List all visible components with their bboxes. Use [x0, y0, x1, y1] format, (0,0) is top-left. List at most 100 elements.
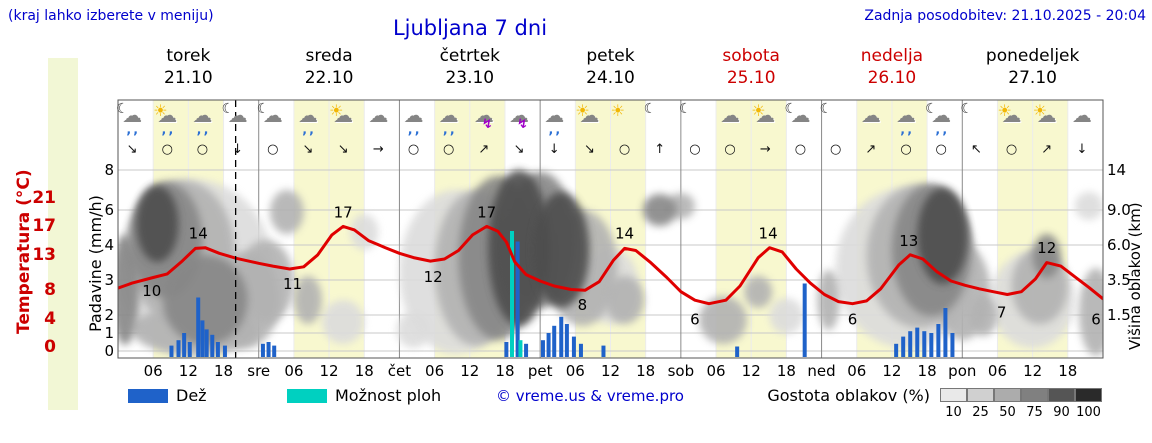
x-tick-sob: sob	[667, 362, 695, 380]
x-tick-18: 18	[1058, 362, 1078, 380]
rain-icon: ☁ ‚‚	[438, 103, 459, 138]
moon-rain-icon: ☾ ☁ ‚‚	[925, 101, 952, 138]
wind-symbol: →	[759, 142, 771, 157]
x-tick-pet: pet	[527, 362, 553, 380]
sun-cloud-icon: ☀ ☁	[329, 101, 354, 127]
x-tick-06: 06	[706, 362, 726, 380]
precip-tick-3: 3	[104, 271, 114, 289]
wind-symbol: ↑	[654, 142, 666, 157]
x-tick-12: 12	[1023, 362, 1043, 380]
svg-text:14: 14	[615, 225, 634, 243]
svg-text:6: 6	[690, 310, 700, 328]
density-tick-50: 50	[999, 405, 1016, 420]
x-tick-06: 06	[425, 362, 445, 380]
cloud-icon: ☁	[1071, 103, 1092, 127]
x-tick-18: 18	[495, 362, 515, 380]
day-date-25.10: 25.10	[726, 68, 776, 88]
x-tick-12: 12	[741, 362, 761, 380]
moon-icon: ☾	[960, 101, 973, 117]
temp-tick-13: 13	[32, 245, 56, 265]
moon-icon: ☾	[819, 101, 833, 117]
page-title: Ljubljana 7 dni	[392, 16, 548, 40]
day-date-21.10: 21.10	[164, 68, 213, 88]
svg-text:6: 6	[1091, 310, 1101, 328]
last-update-label: Zadnja posodobitev: 21.10.2025 - 20:04	[864, 8, 1146, 24]
svg-text:17: 17	[477, 203, 496, 221]
showers-legend-swatch	[287, 389, 327, 403]
wind-symbol: ○	[724, 142, 736, 157]
x-tick-12: 12	[319, 362, 339, 380]
wind-symbol: ↘	[583, 142, 595, 157]
density-swatch-10	[940, 388, 967, 402]
day-date-24.10: 24.10	[586, 68, 635, 88]
x-tick-06: 06	[143, 362, 163, 380]
rain-icon: ☁ ‚‚	[896, 103, 916, 138]
day-name-ponedeljek: ponedeljek	[985, 46, 1080, 66]
day-name-nedelja: nedelja	[860, 46, 924, 66]
credit-link[interactable]: © vreme.us & vreme.pro	[496, 387, 684, 405]
rain-icon: ☁ ‚‚	[403, 103, 424, 138]
showers-legend-label: Možnost ploh	[335, 386, 442, 405]
x-tick-sre: sre	[247, 362, 271, 380]
moon-icon: ☾	[678, 101, 692, 117]
moon-cloud-icon: ☾ ☁	[221, 101, 248, 127]
wind-symbol: ↘	[337, 142, 349, 157]
wind-symbol: ○	[267, 142, 279, 157]
wind-symbol: ○	[161, 142, 173, 157]
wind-symbol: ○	[900, 142, 912, 157]
sun-cloud-icon: ☀ ☁	[1032, 101, 1057, 127]
rain-legend-swatch	[128, 389, 168, 403]
x-tick-18: 18	[354, 362, 374, 380]
density-swatch-25	[967, 388, 994, 402]
day-date-27.10: 27.10	[1008, 68, 1057, 88]
left-margin-strip	[48, 58, 78, 410]
precip-tick-6: 6	[104, 201, 114, 219]
precip-tick-4: 4	[104, 236, 114, 254]
wind-symbol: ↘	[126, 142, 138, 157]
wind-symbol: ○	[196, 142, 209, 157]
rain-icon: ☁ ‚‚	[544, 103, 565, 138]
cloud-icon: ☁	[720, 103, 741, 127]
wind-symbol: ○	[829, 142, 842, 157]
x-tick-ned: ned	[807, 362, 836, 380]
precip-tick-8: 8	[104, 161, 114, 179]
density-swatch-100	[1075, 388, 1102, 402]
moon-cloud-icon: ☾ ☁	[256, 101, 283, 127]
wind-symbol: ↘	[513, 142, 525, 157]
x-tick-06: 06	[565, 362, 585, 380]
sun-rain-icon: ☀ ☁ ‚‚	[153, 101, 178, 138]
svg-text:11: 11	[283, 275, 302, 293]
x-tick-12: 12	[600, 362, 621, 380]
x-tick-12: 12	[882, 362, 902, 380]
wind-symbol: ○	[443, 142, 455, 157]
day-date-22.10: 22.10	[304, 68, 354, 88]
svg-text:10: 10	[142, 282, 161, 300]
svg-text:6: 6	[848, 310, 858, 328]
density-tick-10: 10	[945, 405, 962, 420]
sun-icon: ☀	[610, 101, 625, 120]
wind-symbol: ○	[407, 142, 420, 157]
temp-tick-8: 8	[44, 280, 56, 300]
cloud-tick-1.5: 1.5	[1107, 306, 1131, 324]
svg-text:7: 7	[997, 303, 1007, 321]
temp-tick-17: 17	[32, 216, 56, 236]
x-tick-18: 18	[636, 362, 656, 380]
svg-text:13: 13	[899, 232, 918, 250]
rain-icon: ☁ ‚‚	[192, 103, 213, 138]
density-swatch-50	[994, 388, 1021, 402]
density-tick-90: 90	[1053, 405, 1070, 420]
density-tick-75: 75	[1026, 405, 1043, 420]
wind-symbol: ↗	[478, 142, 490, 157]
wind-symbol: ↖	[970, 142, 982, 157]
cloud-tick-3.5: 3.5	[1107, 271, 1131, 289]
svg-text:8: 8	[578, 296, 588, 314]
moon-cloud-icon: ☾ ☁	[784, 101, 811, 127]
day-name-sreda: sreda	[305, 46, 353, 66]
x-tick-18: 18	[213, 362, 234, 380]
day-name-torek: torek	[166, 46, 211, 66]
x-tick-pon: pon	[948, 362, 977, 380]
x-tick-12: 12	[460, 362, 480, 380]
